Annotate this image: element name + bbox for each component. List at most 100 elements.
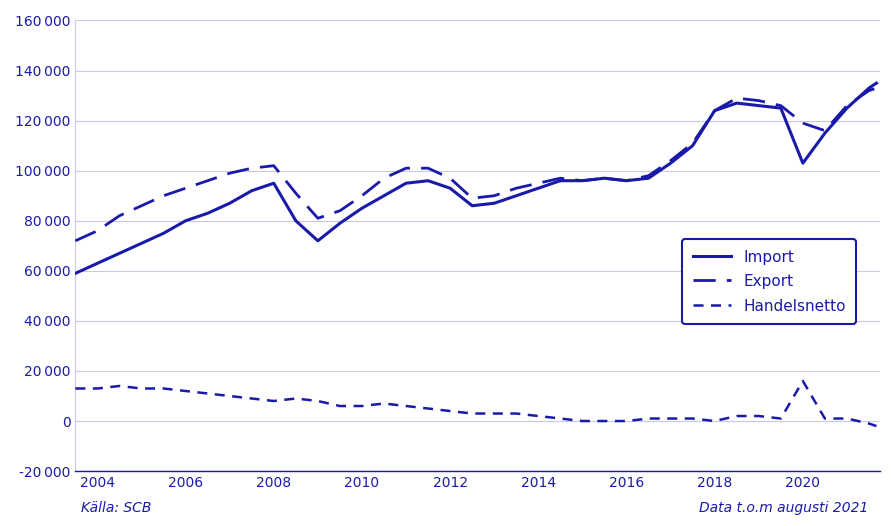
Handelsnetto <box>488 410 499 417</box>
Legend: Import, Export, Handelsnetto: Import, Export, Handelsnetto <box>681 239 856 325</box>
Handelsnetto <box>870 423 881 429</box>
Export <box>136 203 147 209</box>
Handelsnetto <box>467 410 477 417</box>
Handelsnetto <box>401 403 411 409</box>
Handelsnetto <box>598 418 609 424</box>
Handelsnetto <box>422 406 433 412</box>
Export <box>753 97 763 104</box>
Export <box>114 213 124 219</box>
Import <box>202 210 213 216</box>
Export <box>577 178 587 184</box>
Export <box>334 208 345 214</box>
Handelsnetto <box>510 410 521 417</box>
Handelsnetto <box>797 378 807 384</box>
Handelsnetto <box>334 403 345 409</box>
Export <box>488 193 499 199</box>
Export <box>797 120 807 126</box>
Export <box>378 175 389 181</box>
Handelsnetto <box>224 393 235 399</box>
Import <box>70 270 80 277</box>
Export <box>687 140 697 146</box>
Export <box>510 185 521 191</box>
Export <box>532 180 543 186</box>
Handelsnetto <box>554 416 565 422</box>
Handelsnetto <box>268 398 279 404</box>
Handelsnetto <box>202 390 213 397</box>
Export <box>268 163 279 169</box>
Import <box>224 200 235 206</box>
Import <box>730 100 741 106</box>
Export <box>92 228 103 234</box>
Handelsnetto <box>819 416 830 422</box>
Import <box>753 103 763 109</box>
Handelsnetto <box>620 418 631 424</box>
Export <box>643 173 654 179</box>
Import <box>554 178 565 184</box>
Line: Handelsnetto: Handelsnetto <box>75 381 875 426</box>
Handelsnetto <box>664 416 675 422</box>
Import <box>180 218 190 224</box>
Export <box>158 193 169 199</box>
Handelsnetto <box>158 386 169 392</box>
Text: Källa: SCB: Källa: SCB <box>80 501 151 515</box>
Handelsnetto <box>687 416 697 422</box>
Handelsnetto <box>312 398 323 404</box>
Export <box>863 87 873 94</box>
Handelsnetto <box>730 413 741 419</box>
Import <box>114 250 124 257</box>
Handelsnetto <box>114 383 124 389</box>
Export <box>246 165 257 171</box>
Import <box>709 107 720 114</box>
Export <box>401 165 411 171</box>
Import <box>664 160 675 166</box>
Handelsnetto <box>643 416 654 422</box>
Import <box>444 185 455 191</box>
Handelsnetto <box>753 413 763 419</box>
Import <box>158 230 169 237</box>
Export <box>598 175 609 181</box>
Export <box>70 238 80 244</box>
Import <box>268 180 279 186</box>
Text: Data t.o.m augusti 2021: Data t.o.m augusti 2021 <box>698 501 867 515</box>
Import <box>774 105 785 112</box>
Export <box>422 165 433 171</box>
Export <box>840 103 851 109</box>
Handelsnetto <box>246 396 257 402</box>
Import <box>136 240 147 247</box>
Handelsnetto <box>92 386 103 392</box>
Handelsnetto <box>378 400 389 407</box>
Import <box>312 238 323 244</box>
Export <box>870 85 881 91</box>
Export <box>291 190 301 196</box>
Handelsnetto <box>709 418 720 424</box>
Export <box>620 178 631 184</box>
Handelsnetto <box>840 416 851 422</box>
Export <box>356 193 367 199</box>
Export <box>312 215 323 221</box>
Line: Import: Import <box>75 83 875 274</box>
Handelsnetto <box>136 386 147 392</box>
Export <box>202 178 213 184</box>
Export <box>774 103 785 109</box>
Import <box>863 85 873 91</box>
Export <box>467 195 477 201</box>
Import <box>870 80 881 86</box>
Import <box>819 130 830 136</box>
Import <box>577 178 587 184</box>
Import <box>532 185 543 191</box>
Import <box>598 175 609 181</box>
Import <box>840 105 851 112</box>
Import <box>422 178 433 184</box>
Export <box>444 175 455 181</box>
Export <box>664 157 675 164</box>
Import <box>92 260 103 267</box>
Export <box>554 175 565 181</box>
Handelsnetto <box>774 416 785 422</box>
Export <box>180 185 190 191</box>
Import <box>797 160 807 166</box>
Export <box>730 95 741 102</box>
Import <box>620 178 631 184</box>
Import <box>246 188 257 194</box>
Import <box>687 143 697 149</box>
Handelsnetto <box>532 413 543 419</box>
